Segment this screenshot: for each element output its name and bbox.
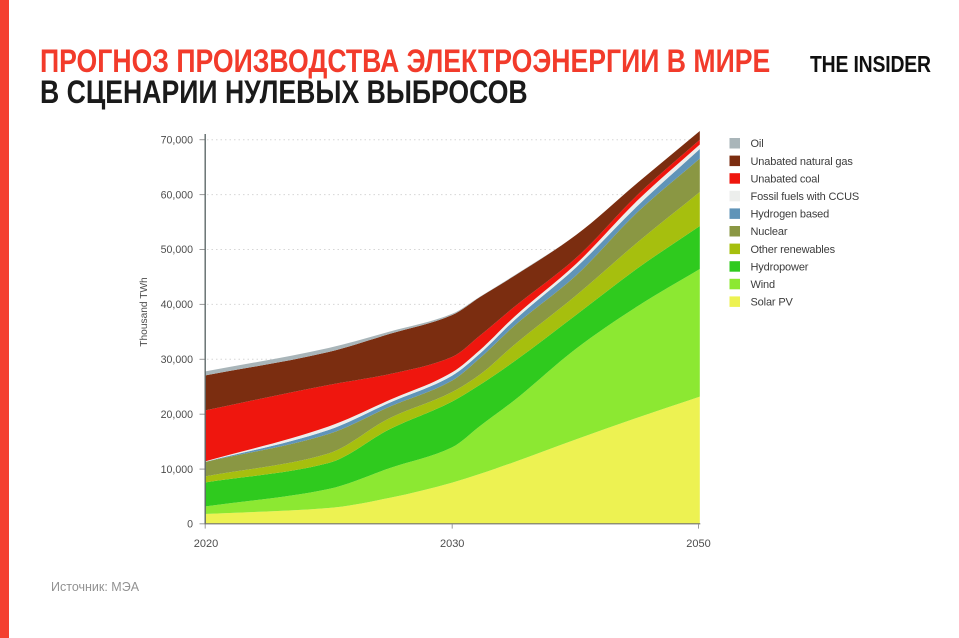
svg-text:Solar PV: Solar PV: [751, 297, 794, 309]
svg-text:2050: 2050: [686, 538, 710, 550]
svg-text:50,000: 50,000: [161, 244, 194, 256]
svg-text:Unabated coal: Unabated coal: [751, 173, 820, 185]
svg-text:60,000: 60,000: [161, 189, 194, 201]
svg-text:Nuclear: Nuclear: [751, 226, 788, 238]
svg-text:Hydrogen based: Hydrogen based: [751, 209, 830, 221]
svg-text:10,000: 10,000: [161, 464, 194, 476]
svg-text:Oil: Oil: [751, 138, 764, 150]
svg-text:Other renewables: Other renewables: [751, 244, 836, 256]
svg-text:Unabated natural gas: Unabated natural gas: [751, 156, 854, 168]
svg-text:2020: 2020: [194, 538, 218, 550]
svg-text:20,000: 20,000: [161, 409, 194, 421]
svg-text:Wind: Wind: [751, 279, 775, 291]
svg-text:40,000: 40,000: [161, 299, 194, 311]
svg-text:2030: 2030: [440, 538, 464, 550]
svg-text:Hydropower: Hydropower: [751, 261, 809, 273]
svg-text:Fossil fuels with CCUS: Fossil fuels with CCUS: [751, 191, 860, 203]
svg-text:70,000: 70,000: [161, 134, 194, 146]
svg-text:0: 0: [187, 519, 193, 531]
svg-text:Thousand TWh: Thousand TWh: [139, 277, 150, 346]
svg-text:30,000: 30,000: [161, 354, 194, 366]
